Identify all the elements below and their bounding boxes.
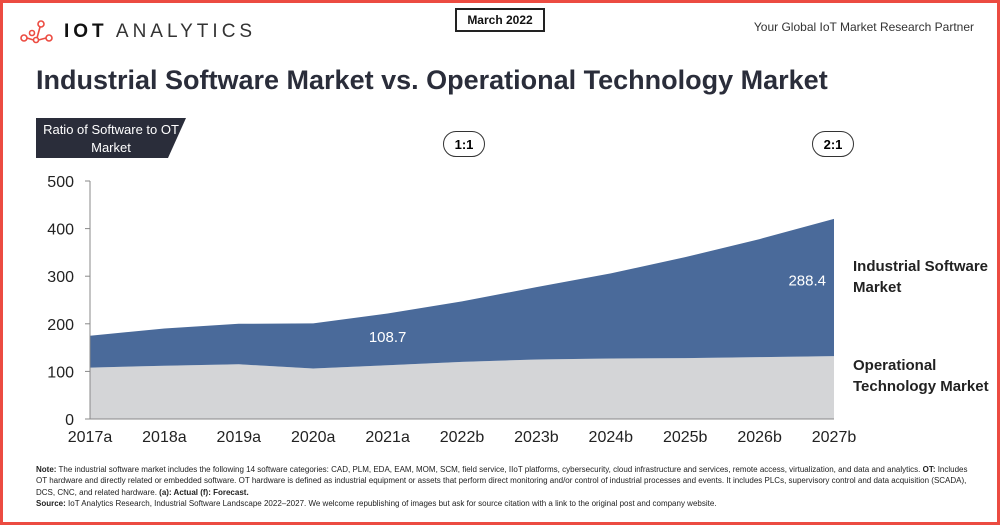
x-tick-label: 2027b [812, 429, 857, 446]
footnotes: Note: The industrial software market inc… [36, 464, 976, 509]
x-tick-label: 2019a [217, 429, 262, 446]
source-label: Source: [36, 498, 66, 508]
data-label: 108.7 [369, 329, 407, 346]
x-tick-label: 2025b [663, 429, 708, 446]
ratio-label: Ratio of Software to OT Market [36, 118, 186, 158]
network-logo-icon [20, 20, 53, 44]
ratio-marker-2021: 1:1 [443, 131, 485, 157]
logo-text: IOT ANALYTICS [64, 21, 256, 43]
y-tick-label: 400 [47, 222, 74, 239]
y-tick-label: 100 [47, 364, 74, 381]
y-tick-label: 0 [65, 412, 74, 429]
x-tick-label: 2022b [440, 429, 485, 446]
data-label: 288.4 [788, 273, 826, 290]
area-series-ot [90, 356, 834, 419]
y-tick-label: 500 [47, 174, 74, 191]
x-tick-label: 2020a [291, 429, 336, 446]
x-tick-label: 2024b [589, 429, 634, 446]
ot-text: Includes OT hardware and directly relate… [36, 465, 968, 497]
ratio-marker-2027: 2:1 [812, 131, 854, 157]
source-text: IoT Analytics Research, Industrial Softw… [65, 498, 717, 508]
legend-ot: Operational Technology Market [853, 357, 989, 395]
chart-title: Industrial Software Market vs. Operation… [36, 65, 828, 95]
legend-software: Industrial Software Market [853, 258, 989, 296]
x-tick-label: 2021a [365, 429, 410, 446]
y-tick-label: 300 [47, 269, 74, 286]
note-text: The industrial software market includes … [56, 465, 923, 474]
x-tick-label: 2017a [68, 429, 113, 446]
y-tick-label: 200 [47, 317, 74, 334]
ot-label: OT: [922, 465, 936, 474]
actual-forecast-legend: (a): Actual (f): Forecast. [159, 487, 249, 497]
logo-text-bold: IOT [64, 21, 108, 42]
date-badge: March 2022 [455, 8, 545, 32]
logo: IOT ANALYTICS [20, 20, 256, 44]
x-tick-label: 2026b [737, 429, 782, 446]
x-tick-label: 2018a [142, 429, 187, 446]
tagline: Your Global IoT Market Research Partner [753, 20, 974, 34]
logo-text-light: ANALYTICS [115, 21, 257, 42]
note-label: Note: [36, 465, 57, 474]
x-tick-label: 2023b [514, 429, 559, 446]
area-series-software [90, 218, 834, 369]
